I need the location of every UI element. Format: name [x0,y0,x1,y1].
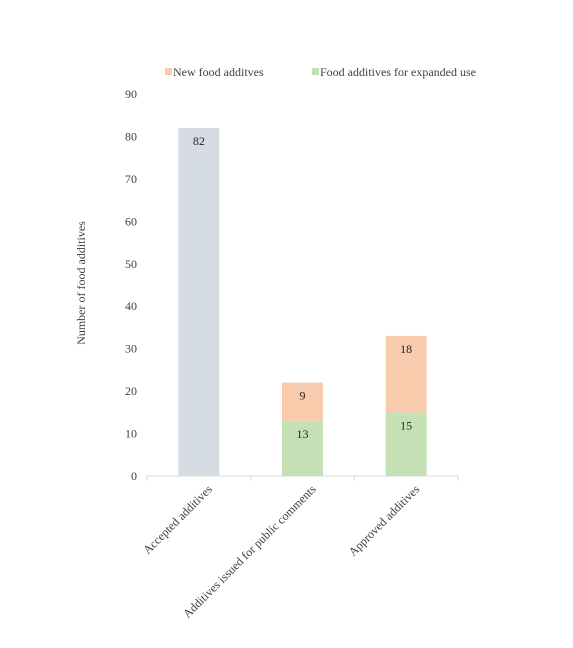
y-tick-label: 20 [125,384,137,398]
y-tick-label: 40 [125,299,137,313]
y-tick-label: 70 [125,172,137,186]
y-tick-label: 90 [125,87,137,101]
data-label: 18 [400,342,412,356]
y-tick-label: 30 [125,342,137,356]
bar-segment [385,412,427,476]
y-tick-label: 0 [131,469,137,483]
bar-segment [385,335,427,413]
legend-swatch [165,68,172,75]
y-tick-label: 60 [125,214,137,228]
data-label: 82 [193,134,205,148]
legend-label: New food additves [173,65,264,79]
legend: New food additves Food additives for expa… [165,65,476,79]
y-tick-label: 80 [125,129,137,143]
data-label: 13 [297,427,309,441]
x-tick-label: Accepted additives [140,482,215,557]
y-axis-title: Number of food additives [74,221,88,345]
y-tick-label: 10 [125,427,137,441]
bar-segment [282,420,323,476]
bar-segment [282,382,323,421]
data-label: 9 [300,389,306,403]
x-tick-label: Approved additives [346,482,423,559]
y-axis-ticks: 0 10 20 30 40 50 60 70 80 90 [125,87,137,483]
bar-segment [178,127,220,476]
bars: 82 13 9 15 18 [178,127,427,476]
legend-label: Food additives for expanded use [320,65,476,79]
legend-swatch [312,68,319,75]
y-tick-label: 50 [125,257,137,271]
data-label: 15 [400,418,412,432]
